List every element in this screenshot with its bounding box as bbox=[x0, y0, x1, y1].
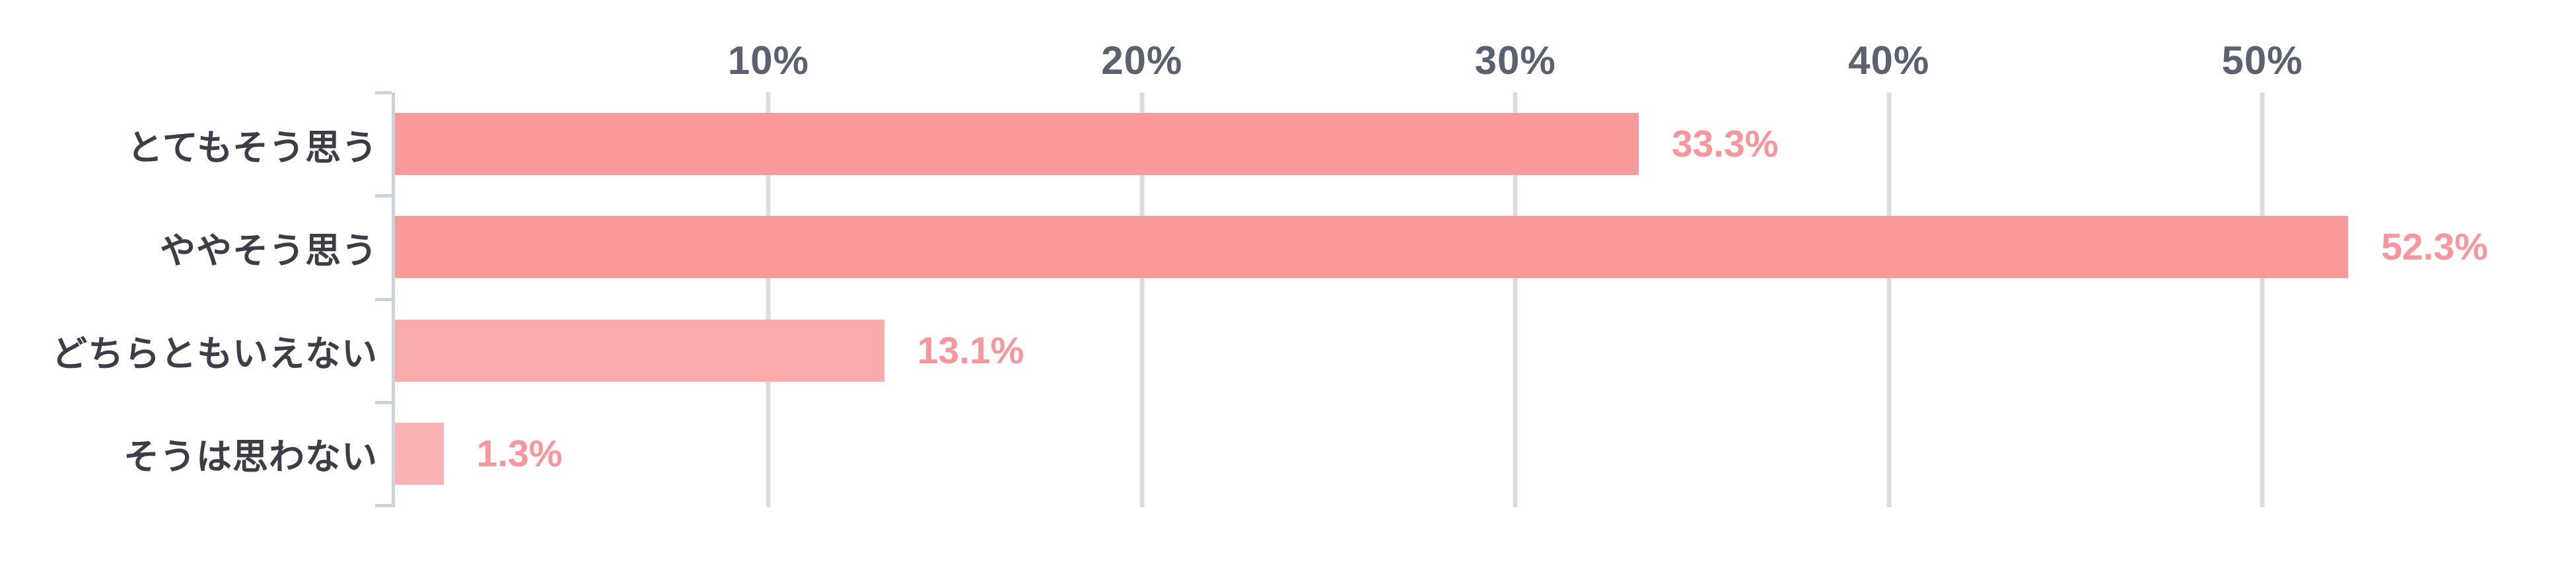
category-label: とてもそう思う bbox=[127, 127, 378, 168]
x-axis-tick-label: 20% bbox=[1101, 38, 1183, 83]
plot-area: 10% 20% 30% 40% 50% 33.3% 52.3% 13.1% 1.3% bbox=[395, 38, 2576, 507]
gridline bbox=[1139, 92, 1145, 507]
y-axis-tick bbox=[375, 91, 392, 94]
bar bbox=[395, 113, 1639, 176]
bar-value-label: 13.1% bbox=[917, 329, 1024, 372]
bar-value-label: 33.3% bbox=[1671, 123, 1779, 166]
y-axis-tick bbox=[375, 400, 392, 404]
category-label: どちらともいえない bbox=[52, 334, 378, 374]
gridline bbox=[766, 92, 771, 507]
x-axis-tick-label: 40% bbox=[1848, 38, 1930, 83]
bar bbox=[395, 319, 884, 382]
x-axis-tick-label: 50% bbox=[2221, 38, 2303, 83]
x-axis-tick-label: 10% bbox=[727, 38, 809, 83]
category-label: ややそう思う bbox=[160, 231, 378, 271]
y-axis-line bbox=[392, 92, 395, 507]
y-axis-tick bbox=[375, 297, 392, 301]
bar bbox=[395, 422, 444, 485]
bar bbox=[395, 216, 2349, 279]
y-axis-tick bbox=[375, 194, 392, 198]
y-axis-tick bbox=[375, 504, 392, 507]
gridline bbox=[2260, 92, 2265, 507]
bar-value-label: 52.3% bbox=[2381, 226, 2488, 269]
x-axis-tick-label: 30% bbox=[1474, 38, 1556, 83]
category-label: そうは思わない bbox=[124, 437, 378, 478]
gridline bbox=[1886, 92, 1892, 507]
bar-value-label: 1.3% bbox=[476, 432, 563, 475]
gridline bbox=[1513, 92, 1518, 507]
